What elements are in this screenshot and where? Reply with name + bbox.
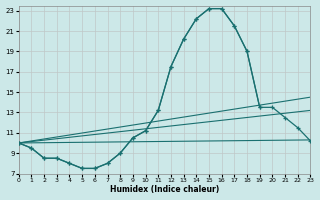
X-axis label: Humidex (Indice chaleur): Humidex (Indice chaleur) — [110, 185, 219, 194]
